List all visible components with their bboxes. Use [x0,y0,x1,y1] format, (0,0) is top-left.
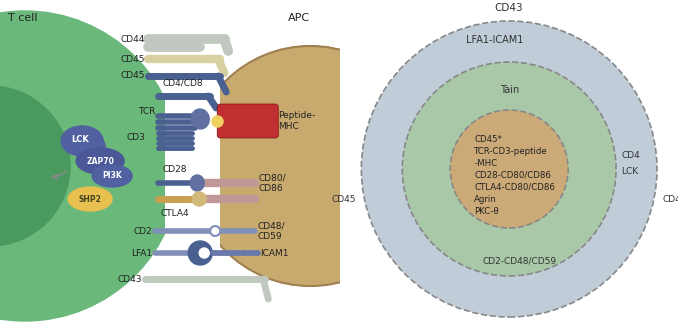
Text: CD45: CD45 [332,195,357,204]
Ellipse shape [192,192,206,206]
Circle shape [0,86,70,246]
Circle shape [0,11,180,321]
Circle shape [402,62,616,276]
FancyBboxPatch shape [217,104,278,138]
Ellipse shape [85,137,105,155]
Text: APC: APC [288,13,311,23]
Circle shape [450,110,568,228]
Ellipse shape [191,109,210,129]
Text: CD43: CD43 [495,3,523,13]
Circle shape [361,21,657,317]
Circle shape [188,241,212,265]
Text: ZAP70: ZAP70 [86,157,114,166]
Text: Tain: Tain [500,85,519,95]
Text: Peptide-
MHC: Peptide- MHC [278,111,315,131]
Bar [165,0,220,331]
Ellipse shape [92,165,132,187]
Text: CD2-CD48/CD59: CD2-CD48/CD59 [482,257,556,265]
Text: PKC-θ: PKC-θ [474,207,499,215]
Text: CTLA4-CD80/CD86: CTLA4-CD80/CD86 [474,182,555,192]
Ellipse shape [191,175,204,191]
Ellipse shape [68,187,112,211]
Text: TCR: TCR [138,108,155,117]
Text: -MHC: -MHC [474,159,498,167]
Text: CD3: CD3 [126,133,145,143]
Text: CD28-CD80/CD86: CD28-CD80/CD86 [474,170,551,179]
Text: CD45: CD45 [121,55,145,64]
Text: CD80/
CD86: CD80/ CD86 [258,173,286,193]
Text: T cell: T cell [8,13,37,23]
Text: CD43: CD43 [118,274,142,283]
Text: CD45*: CD45* [474,134,502,144]
Text: PI3K: PI3K [102,171,122,180]
Text: CD2: CD2 [134,226,152,235]
Circle shape [210,226,220,236]
Text: CD45: CD45 [121,71,145,80]
Ellipse shape [61,126,103,156]
Text: LFA1-ICAM1: LFA1-ICAM1 [466,35,523,45]
Text: CD44: CD44 [662,195,678,204]
Text: CD4/CD8: CD4/CD8 [162,79,203,88]
Text: LCK: LCK [621,166,638,175]
Text: ICAM1: ICAM1 [260,249,289,258]
Text: LCK: LCK [71,135,89,145]
Text: SHP2: SHP2 [79,195,102,204]
Text: CTLA4: CTLA4 [161,209,189,218]
Text: Agrin: Agrin [474,195,497,204]
Text: CD44: CD44 [121,34,145,43]
Ellipse shape [76,148,124,174]
Text: LFA1: LFA1 [131,249,152,258]
Circle shape [199,248,210,258]
Text: CD4: CD4 [621,151,640,160]
Text: CD28: CD28 [163,165,187,174]
Text: TCR-CD3-peptide: TCR-CD3-peptide [474,147,548,156]
Text: CD48/
CD59: CD48/ CD59 [257,221,285,241]
Circle shape [191,46,431,286]
